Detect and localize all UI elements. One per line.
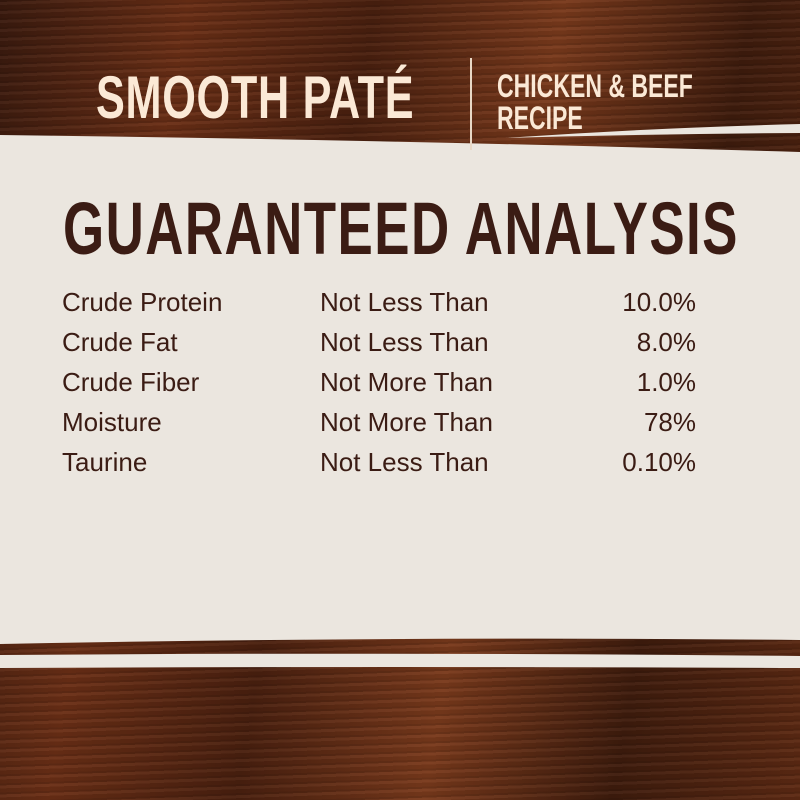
- recipe-line-2: RECIPE: [497, 100, 583, 136]
- qualifier-cell: Not More Than: [320, 366, 493, 397]
- value-cell: 0.10%: [622, 446, 696, 477]
- table-row: Crude Fat Not Less Than 8.0%: [62, 322, 696, 362]
- nutrient-cell: Crude Fat: [62, 326, 178, 357]
- qualifier-cell: Not Less Than: [320, 286, 489, 317]
- header-divider: [470, 58, 472, 150]
- nutrient-cell: Crude Fiber: [62, 366, 200, 397]
- table-row: Crude Protein Not Less Than 10.0%: [62, 282, 696, 322]
- table-row: Taurine Not Less Than 0.10%: [62, 442, 696, 482]
- value-cell: 8.0%: [636, 326, 696, 357]
- value-cell: 10.0%: [622, 286, 696, 317]
- recipe-name: CHICKEN & BEEF RECIPE: [497, 70, 693, 134]
- nutrient-cell: Taurine: [62, 446, 148, 477]
- nutrient-cell: Moisture: [62, 406, 162, 437]
- nutrient-cell: Crude Protein: [62, 286, 223, 317]
- product-title: SMOOTH PATÉ: [96, 64, 415, 131]
- table-row: Moisture Not More Than 78%: [62, 402, 696, 442]
- section-heading: GUARANTEED ANALYSIS: [63, 187, 739, 270]
- analysis-table: Crude Protein Not Less Than 10.0% Crude Fat…: [62, 282, 696, 482]
- value-cell: 1.0%: [636, 366, 696, 397]
- value-cell: 78%: [643, 406, 696, 437]
- table-row: Crude Fiber Not More Than 1.0%: [62, 362, 696, 402]
- header: SMOOTH PATÉ CHICKEN & BEEF RECIPE: [0, 30, 800, 150]
- recipe-line-1: CHICKEN & BEEF: [497, 68, 693, 104]
- qualifier-cell: Not Less Than: [320, 446, 489, 477]
- qualifier-cell: Not Less Than: [320, 326, 489, 357]
- qualifier-cell: Not More Than: [320, 406, 493, 437]
